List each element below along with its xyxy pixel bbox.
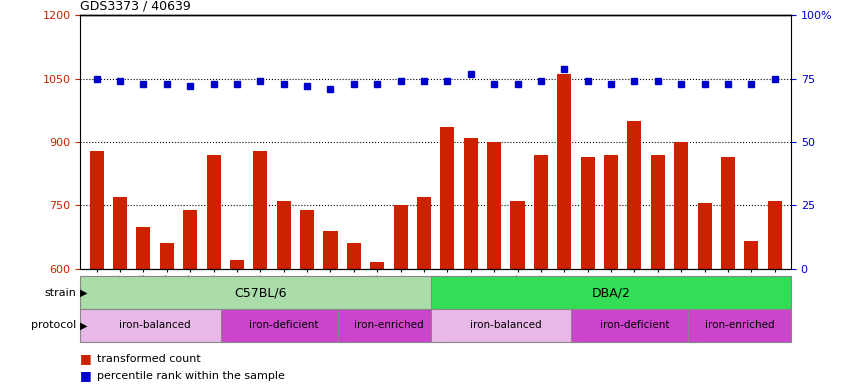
- Text: iron-deficient: iron-deficient: [600, 320, 669, 331]
- Text: ■: ■: [80, 353, 92, 366]
- Bar: [253, 151, 267, 384]
- Bar: [604, 155, 618, 384]
- Bar: [160, 243, 174, 384]
- Text: transformed count: transformed count: [97, 354, 201, 364]
- Bar: [323, 231, 338, 384]
- Bar: [441, 127, 454, 384]
- Bar: [464, 138, 478, 384]
- Bar: [221, 309, 347, 342]
- Bar: [206, 155, 221, 384]
- Text: C57BL/6: C57BL/6: [234, 286, 287, 299]
- Bar: [431, 276, 791, 309]
- Bar: [651, 155, 665, 384]
- Bar: [487, 142, 501, 384]
- Bar: [417, 197, 431, 384]
- Bar: [534, 155, 548, 384]
- Bar: [580, 157, 595, 384]
- Text: percentile rank within the sample: percentile rank within the sample: [97, 371, 285, 381]
- Bar: [113, 197, 127, 384]
- Bar: [688, 309, 791, 342]
- Text: iron-deficient: iron-deficient: [249, 320, 318, 331]
- Bar: [277, 201, 291, 384]
- Text: iron-balanced: iron-balanced: [470, 320, 541, 331]
- Text: protocol: protocol: [31, 320, 76, 331]
- Text: iron-enriched: iron-enriched: [354, 320, 424, 331]
- Bar: [510, 201, 525, 384]
- Bar: [393, 205, 408, 384]
- Text: GDS3373 / 40639: GDS3373 / 40639: [80, 0, 191, 13]
- Bar: [431, 309, 580, 342]
- Bar: [136, 227, 151, 384]
- Bar: [347, 243, 361, 384]
- Bar: [744, 242, 758, 384]
- Bar: [721, 157, 735, 384]
- Text: ■: ■: [80, 369, 92, 382]
- Bar: [80, 276, 441, 309]
- Bar: [300, 210, 314, 384]
- Bar: [558, 74, 571, 384]
- Bar: [571, 309, 697, 342]
- Text: strain: strain: [44, 288, 76, 298]
- Text: iron-enriched: iron-enriched: [705, 320, 774, 331]
- Bar: [674, 142, 688, 384]
- Text: iron-balanced: iron-balanced: [119, 320, 191, 331]
- Bar: [371, 263, 384, 384]
- Text: DBA/2: DBA/2: [591, 286, 630, 299]
- Bar: [80, 309, 230, 342]
- Text: ▶: ▶: [80, 320, 87, 331]
- Text: ▶: ▶: [80, 288, 87, 298]
- Bar: [230, 260, 244, 384]
- Bar: [338, 309, 441, 342]
- Bar: [90, 151, 104, 384]
- Bar: [767, 201, 782, 384]
- Bar: [184, 210, 197, 384]
- Bar: [628, 121, 641, 384]
- Bar: [697, 204, 711, 384]
